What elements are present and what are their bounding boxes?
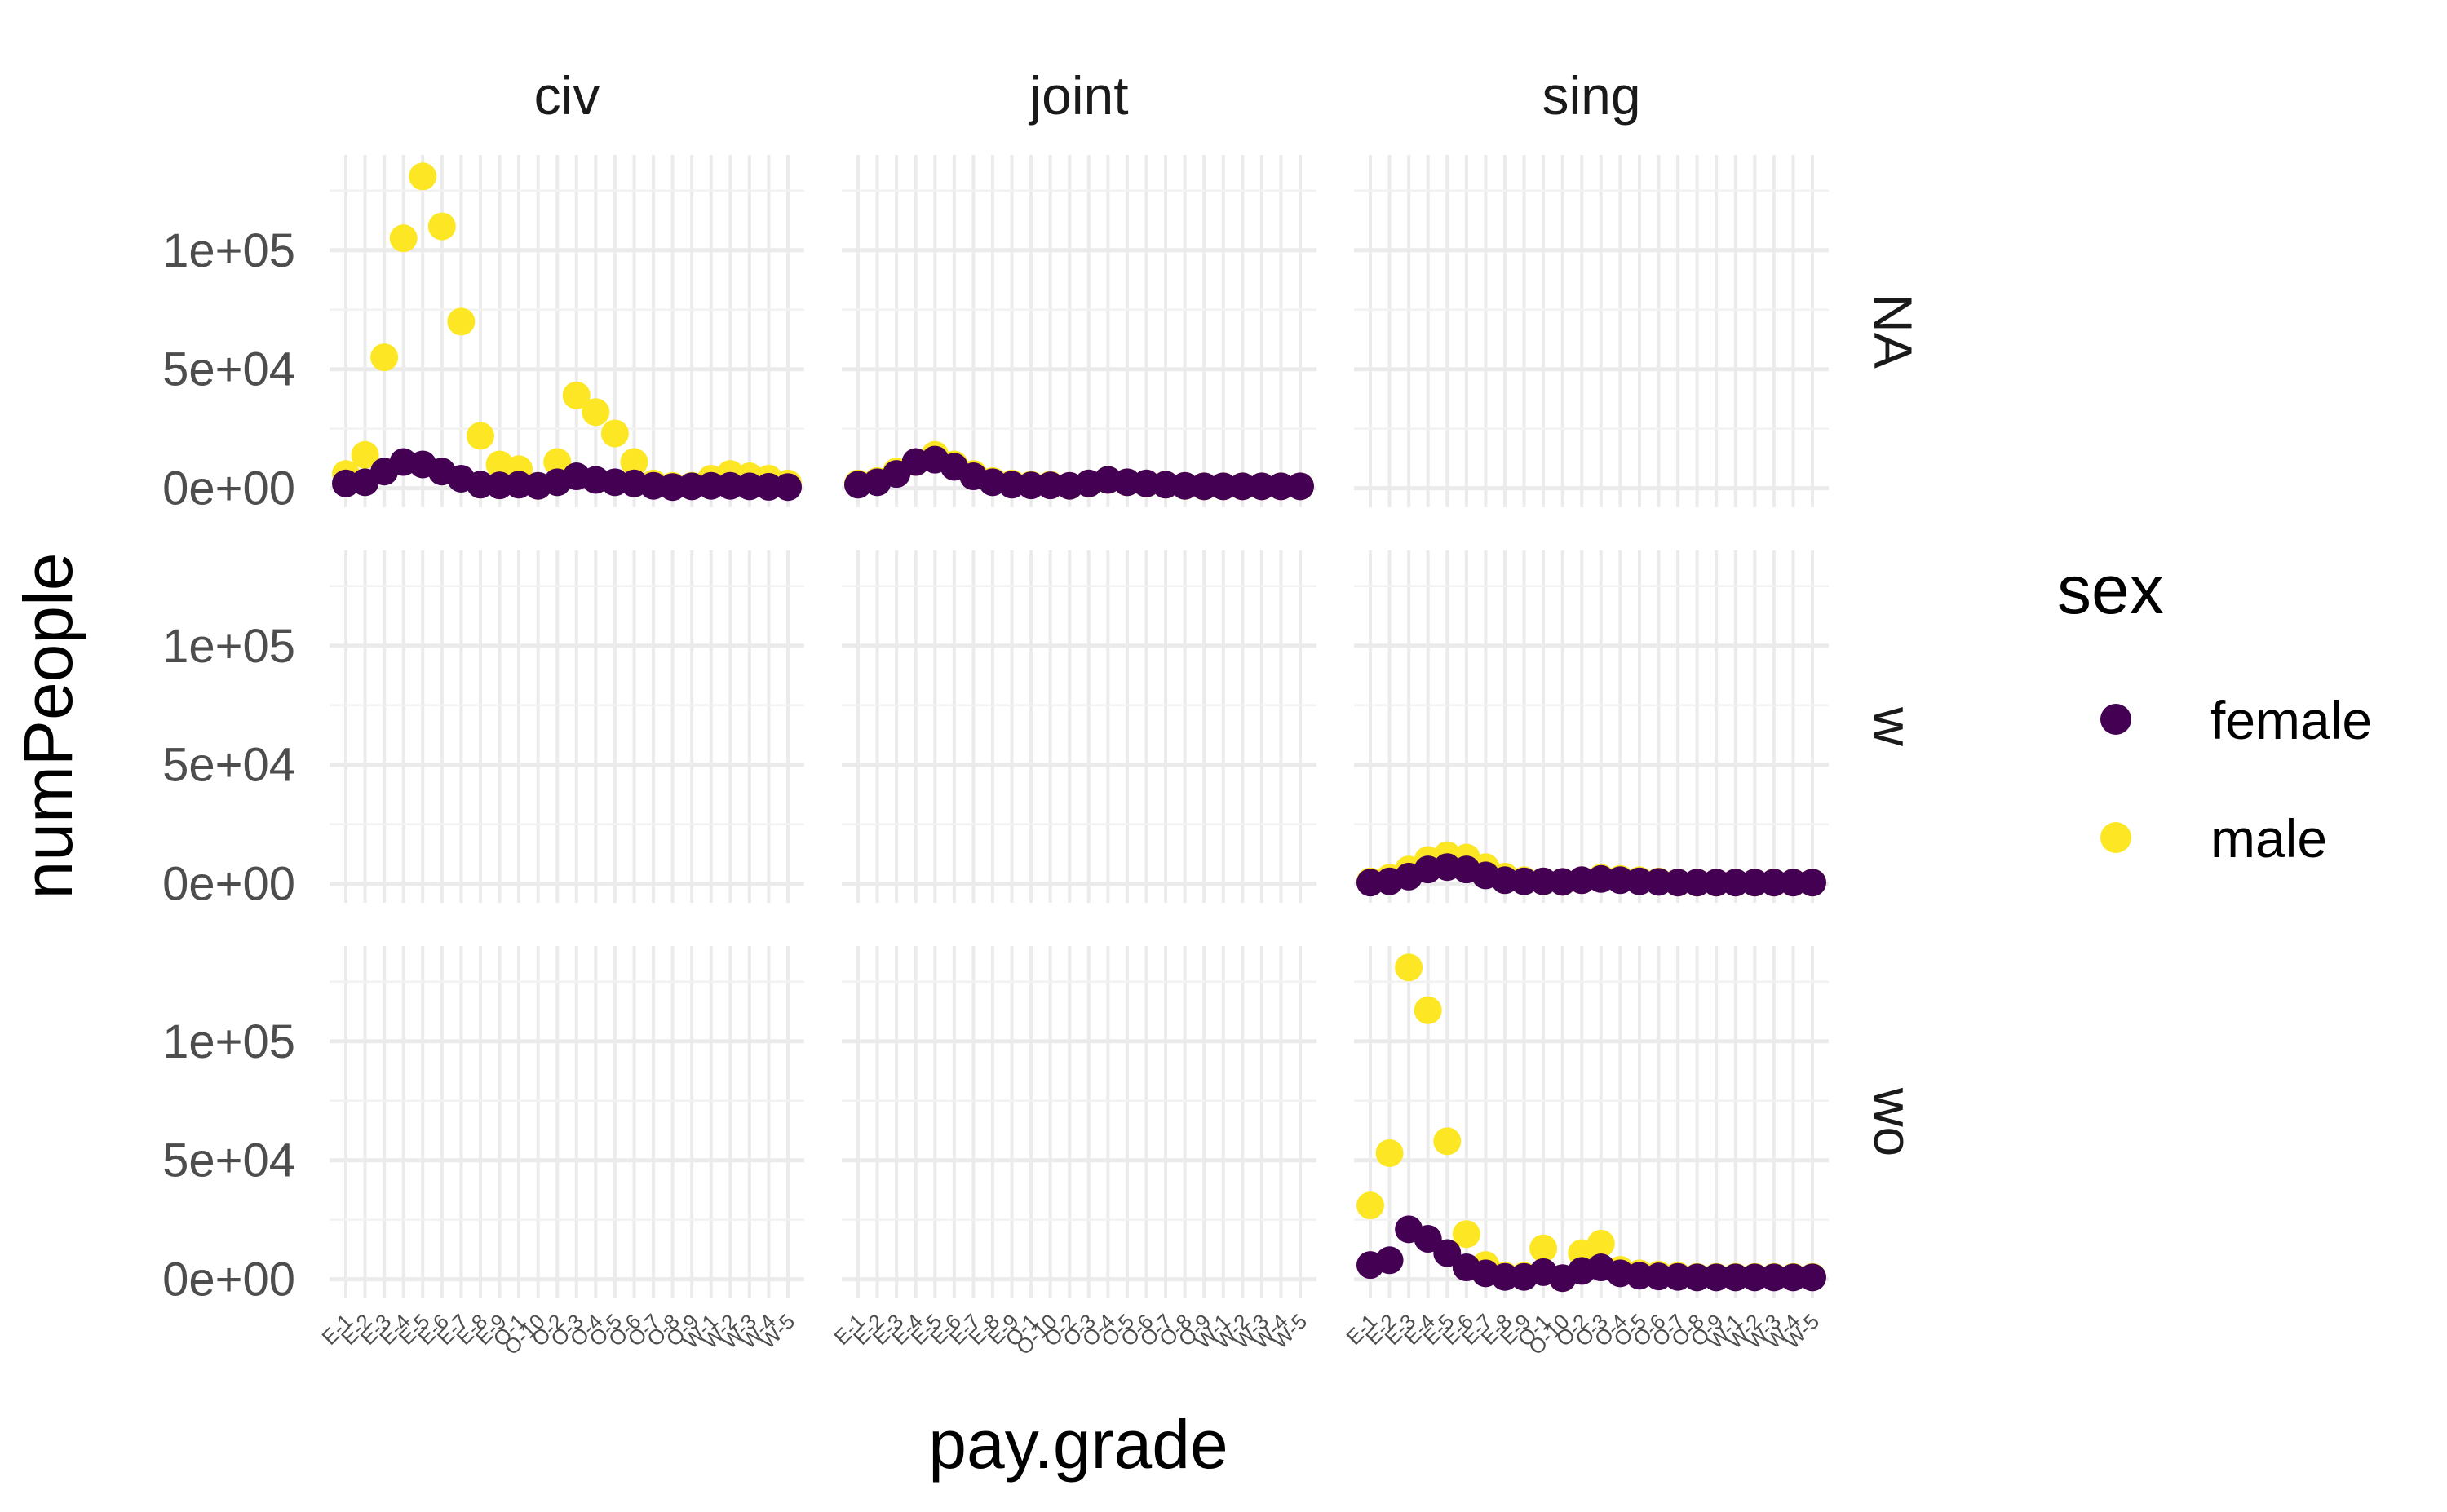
point-male [1452,1220,1480,1249]
point-female [1779,869,1808,897]
point-female [1683,1263,1711,1292]
point-female [1702,869,1731,897]
strip-label-row: w [1863,706,1923,746]
point-male [370,343,399,372]
point-female [754,472,783,501]
y-tick-label: 5e+04 [162,1134,295,1187]
point-female [1741,869,1769,897]
point-female [1759,1263,1788,1292]
grid-layer [330,155,1829,1298]
point-male [466,422,494,450]
point-female [1190,472,1219,501]
point-male [582,398,610,427]
legend-label-female: female [2210,690,2372,750]
point-female [1414,1225,1442,1253]
y-tick-label: 0e+00 [162,1253,295,1306]
point-female [1529,867,1558,895]
point-female [697,471,725,500]
point-female [678,472,706,501]
point-female [1510,867,1538,895]
point-female [1209,472,1237,501]
point-male [600,419,629,448]
point-male [427,212,456,241]
y-tick-label: 0e+00 [162,858,295,911]
point-male [1529,1234,1558,1262]
point-male [620,448,648,476]
strip-label-row: wo [1863,1087,1923,1156]
legend-label-male: male [2210,808,2327,869]
y-tick-label: 1e+05 [162,1015,295,1068]
y-axis-ticks: 0e+00 5e+04 1e+05 0e+00 5e+04 1e+05 0e+00 5e+04… [162,224,295,1306]
point-female [1267,472,1295,501]
point-male [351,440,379,469]
point-male [447,307,476,336]
point-male [1375,1138,1404,1167]
x-axis-title: pay.grade [928,1406,1228,1483]
point-female [1228,472,1257,501]
point-female [716,471,745,500]
y-tick-label: 0e+00 [162,462,295,515]
point-female [1702,1263,1731,1292]
point-female [1644,1262,1673,1291]
point-female [1721,1263,1750,1292]
point-female [1664,869,1693,897]
point-female [735,472,763,501]
point-female [1625,867,1653,895]
data-points [332,162,1826,1293]
y-tick-label: 1e+05 [162,620,295,673]
point-female [1683,869,1711,897]
point-male [1414,996,1442,1024]
point-female [1664,1262,1693,1291]
point-male [1395,953,1423,982]
point-male [1433,1127,1462,1156]
x-axis-ticks: E-1E-2E-3E-4E-5E-6E-7E-8E-9O-1O-10O-2O-3… [316,1309,1824,1359]
y-tick-label: 5e+04 [162,739,295,792]
strip-label-column: joint [1028,65,1128,126]
point-female [1017,471,1046,500]
point-female [1286,472,1314,501]
legend-swatch-female [2100,704,2131,735]
point-male [1586,1229,1615,1258]
legend-swatch-male [2100,822,2131,853]
point-male [543,448,572,476]
strip-labels: civ joint sing NA w wo [534,65,1923,1156]
legend: sex female male [2057,551,2372,869]
point-female [1741,1263,1769,1292]
y-tick-label: 5e+04 [162,343,295,396]
point-female [1036,471,1064,500]
legend-title: sex [2057,551,2164,628]
point-female [1375,1246,1404,1275]
strip-label-column: civ [534,65,600,126]
y-tick-label: 1e+05 [162,224,295,277]
point-male [1356,1191,1384,1220]
point-female [1799,869,1826,897]
strip-label-row: NA [1863,294,1923,369]
point-female [1759,869,1788,897]
point-female [1799,1263,1826,1292]
point-male [389,224,418,253]
point-female [1721,869,1750,897]
point-female [774,473,802,502]
point-female [1779,1263,1808,1292]
y-axis-title: numPeople [10,553,86,900]
strip-label-column: sing [1542,65,1640,126]
point-female [1433,1239,1462,1267]
point-female [1490,1262,1519,1291]
point-male [409,162,437,191]
point-male [562,381,591,409]
point-female [1170,471,1199,500]
point-female [1247,472,1276,501]
